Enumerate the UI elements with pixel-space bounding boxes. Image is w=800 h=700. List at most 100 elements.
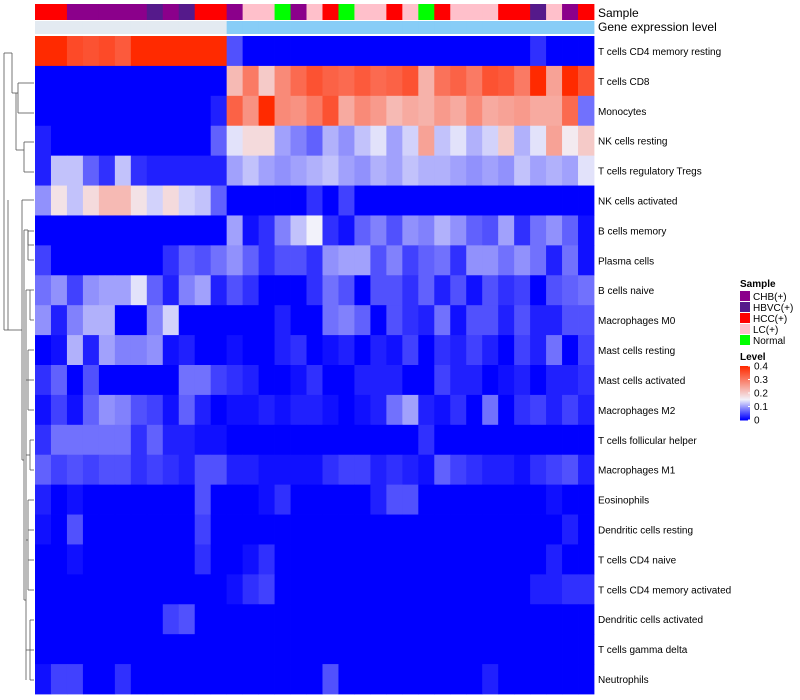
heatmap-cell: [226, 634, 244, 665]
sample-annotation-cell: [290, 4, 307, 20]
heatmap-cell: [514, 245, 531, 276]
heatmap-cell: [434, 365, 451, 396]
heatmap-cell: [242, 215, 259, 246]
heatmap-cell: [210, 335, 228, 366]
level-legend-title: Level: [740, 352, 766, 363]
heatmap-cell: [562, 36, 579, 67]
heatmap-cell: [322, 155, 339, 186]
heatmap-cell: [402, 155, 419, 186]
heatmap-cell: [418, 185, 435, 216]
heatmap-cell: [546, 454, 563, 486]
heatmap-cell: [322, 65, 339, 97]
heatmap-cell: [370, 484, 387, 515]
level-gradient-step: [740, 400, 750, 402]
expression-annotation-cell: [35, 21, 52, 34]
expression-annotation-cell: [274, 21, 291, 34]
heatmap-cell: [386, 454, 403, 486]
heatmap-cell: [370, 454, 387, 486]
heatmap-cell: [498, 245, 515, 276]
heatmap-cell: [98, 424, 116, 456]
heatmap-cell: [162, 155, 180, 186]
heatmap-cell: [498, 185, 515, 216]
heatmap-cell: [514, 185, 531, 216]
heatmap-cell: [562, 454, 579, 486]
heatmap-cell: [562, 514, 579, 545]
heatmap-cell: [482, 484, 499, 515]
heatmap-cell: [114, 245, 132, 276]
heatmap-cell: [322, 215, 339, 246]
heatmap-cell: [434, 604, 451, 635]
expression-annotation-cell: [178, 21, 196, 34]
heatmap-cell: [258, 245, 275, 276]
heatmap-cell: [450, 544, 467, 575]
heatmap-cell: [66, 514, 84, 545]
heatmap-cell: [354, 185, 371, 216]
heatmap-cell: [354, 95, 371, 127]
heatmap-cell: [386, 305, 403, 336]
heatmap-cell: [322, 424, 339, 456]
heatmap-cell: [210, 394, 228, 426]
heatmap-cell: [498, 424, 515, 456]
heatmap-cell: [258, 394, 275, 426]
level-gradient-step: [740, 391, 750, 393]
heatmap-cell: [98, 185, 116, 216]
heatmap-cell: [242, 365, 259, 396]
heatmap-cell: [130, 125, 148, 157]
heatmap-cell: [562, 65, 579, 97]
heatmap-cell: [98, 454, 116, 486]
heatmap-cell: [450, 514, 467, 545]
level-gradient-step: [740, 413, 750, 415]
heatmap-cell: [194, 245, 212, 276]
heatmap-cell: [162, 335, 180, 366]
heatmap-cell: [322, 95, 339, 127]
heatmap-cell: [370, 514, 387, 545]
heatmap-cell: [226, 275, 244, 306]
heatmap-cell: [498, 634, 515, 665]
heatmap-cell: [210, 185, 228, 216]
level-gradient-step: [740, 412, 750, 414]
sample-annotation-cell: [146, 4, 164, 20]
heatmap-cell: [498, 454, 515, 486]
heatmap-cell: [146, 335, 164, 366]
heatmap-cell: [114, 424, 132, 456]
heatmap-cell: [114, 95, 132, 127]
heatmap-cell: [162, 275, 180, 306]
heatmap-cell: [402, 394, 419, 426]
heatmap-cell: [242, 544, 259, 575]
heatmap-cell: [386, 424, 403, 456]
expression-annotation-cell: [242, 21, 259, 34]
heatmap-cell: [402, 36, 419, 67]
heatmap-cell: [354, 454, 371, 486]
heatmap-cell: [50, 275, 68, 306]
heatmap-cell: [530, 664, 547, 695]
heatmap-cell: [530, 65, 547, 97]
heatmap-cell: [130, 36, 148, 67]
heatmap-cell: [354, 125, 371, 157]
heatmap-cell: [562, 394, 579, 426]
heatmap-cell: [402, 245, 419, 276]
level-gradient-step: [740, 404, 750, 406]
heatmap-cell: [162, 664, 180, 695]
heatmap-cell: [498, 95, 515, 127]
row-label: Eosinophils: [598, 496, 649, 507]
heatmap-cell: [66, 36, 84, 67]
heatmap-cell: [418, 215, 435, 246]
heatmap-cell: [338, 484, 355, 515]
heatmap-cell: [146, 305, 164, 336]
heatmap-cell: [35, 65, 52, 97]
heatmap-cell: [578, 604, 595, 635]
heatmap-cell: [482, 424, 499, 456]
heatmap-cell: [66, 424, 84, 456]
heatmap-cell: [418, 125, 435, 157]
heatmap-cell: [50, 604, 68, 635]
heatmap-cell: [178, 664, 196, 695]
heatmap-cell: [450, 634, 467, 665]
heatmap-cell: [338, 604, 355, 635]
heatmap-cell: [274, 544, 291, 575]
heatmap-cell: [322, 185, 339, 216]
heatmap-cell: [370, 574, 387, 605]
heatmap-cell: [35, 125, 52, 157]
heatmap-cell: [130, 424, 148, 456]
heatmap-cell: [290, 245, 307, 276]
sample-legend-label: CHB(+): [753, 292, 787, 303]
